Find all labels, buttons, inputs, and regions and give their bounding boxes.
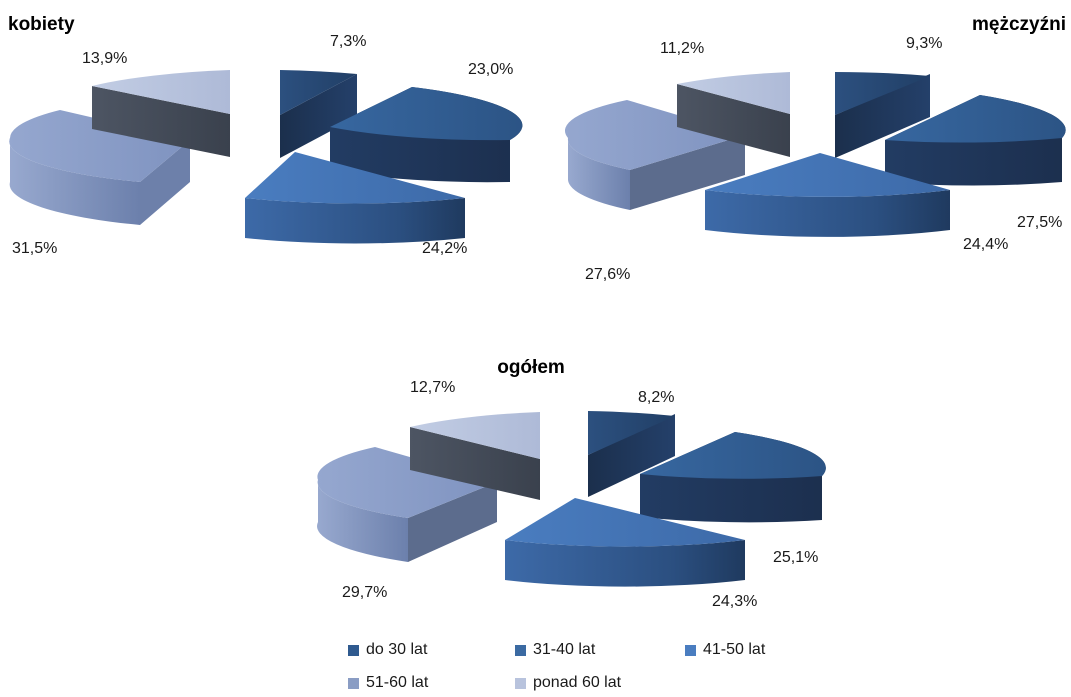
pie-slice-ponad-60-lat — [410, 412, 540, 500]
chart-mezczyzni: mężczyźni 9,3% 27,5% 24,4% 27,6% 11,2% — [564, 14, 1066, 283]
data-label: 7,3% — [330, 33, 366, 50]
pie-slice-31-40-lat — [330, 87, 523, 183]
legend-item: 51-60 lat — [348, 674, 428, 692]
data-label: 9,3% — [906, 35, 942, 52]
legend-swatch — [685, 644, 696, 656]
pie-slice-31-40-lat — [640, 432, 826, 523]
pie-slice-51-60-lat — [564, 100, 745, 210]
pie-slice-41-50-lat — [245, 152, 465, 244]
pie-slice-41-50-lat — [705, 153, 950, 237]
data-label: 8,2% — [638, 389, 674, 406]
legend-item: 41-50 lat — [685, 641, 765, 659]
legend-label: 41-50 lat — [703, 641, 766, 658]
legend-label: 31-40 lat — [533, 641, 596, 658]
data-label: 13,9% — [82, 50, 127, 67]
legend-swatch — [348, 644, 359, 656]
legend-label: ponad 60 lat — [533, 674, 622, 691]
data-label: 11,2% — [660, 40, 704, 57]
data-label: 12,7% — [410, 379, 455, 396]
data-label: 31,5% — [12, 240, 57, 257]
legend-label: do 30 lat — [366, 641, 428, 658]
legend-item: 31-40 lat — [515, 641, 595, 659]
pie-slice-do-30-lat — [588, 411, 675, 497]
pie-slice-41-50-lat — [505, 498, 745, 587]
pie-slice-ponad-60-lat — [92, 70, 230, 157]
legend-item: do 30 lat — [348, 641, 427, 659]
pie-slice-do-30-lat — [280, 70, 357, 158]
chart-title: kobiety — [8, 14, 75, 35]
data-label: 24,4% — [963, 236, 1008, 253]
chart-legend: do 30 lat 31-40 lat 41-50 lat 51-60 lat … — [340, 638, 820, 694]
legend-swatch — [515, 644, 526, 656]
data-label: 25,1% — [773, 549, 818, 566]
data-label: 27,5% — [1017, 214, 1062, 231]
legend-label: 51-60 lat — [366, 674, 429, 691]
chart-ogolem: ogółem 8,2% 25,1% 24,3% 29,7% 12,7% — [317, 357, 826, 610]
pie-slice-do-30-lat — [835, 71, 930, 158]
data-label: 27,6% — [585, 266, 630, 283]
chart-kobiety: kobiety 7,3% 23,0% 24,2% — [8, 14, 523, 257]
legend-swatch — [348, 677, 359, 689]
chart-title: mężczyźni — [972, 14, 1066, 35]
legend-swatch — [515, 677, 526, 689]
pie-slice-ponad-60-lat — [677, 72, 790, 157]
data-label: 29,7% — [342, 584, 387, 601]
pie-slice-51-60-lat — [9, 110, 191, 225]
data-label: 24,3% — [712, 593, 757, 610]
legend-item: ponad 60 lat — [515, 674, 621, 692]
chart-title: ogółem — [497, 357, 565, 378]
data-label: 23,0% — [468, 61, 513, 78]
pie-slice-31-40-lat — [885, 95, 1066, 186]
pie-slice-51-60-lat — [317, 447, 497, 562]
data-label: 24,2% — [422, 240, 467, 257]
